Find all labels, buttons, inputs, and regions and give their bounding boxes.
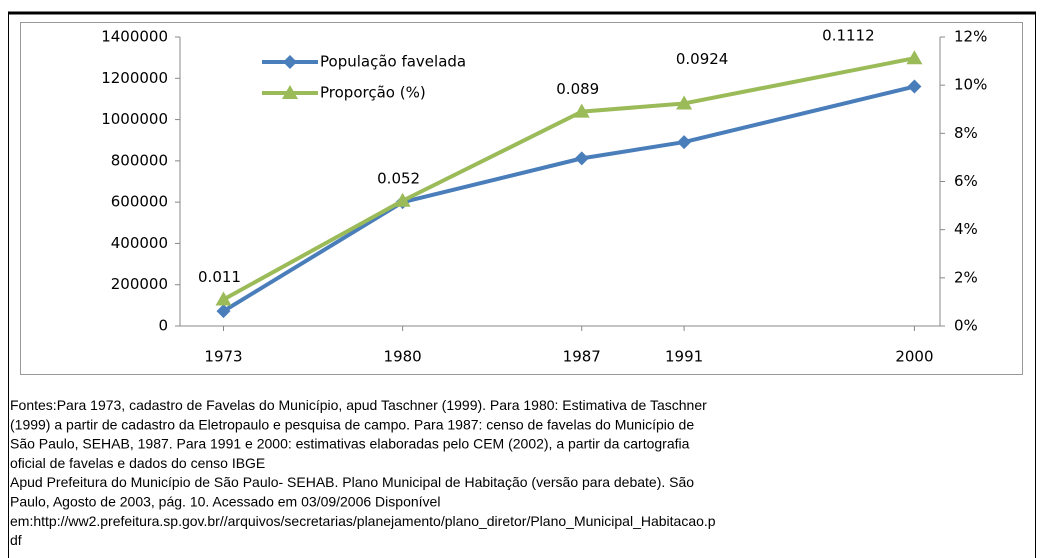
y-tick-label: 200000 xyxy=(111,275,168,293)
point xyxy=(216,304,231,319)
caption: Fontes:Para 1973, cadastro de Favelas do… xyxy=(10,397,716,548)
point xyxy=(906,50,923,65)
y2-tick-label: 0% xyxy=(954,317,978,335)
y-tick-label: 600000 xyxy=(111,193,168,211)
caption-line: Paulo, Agosto de 2003, pág. 10. Acessado… xyxy=(10,494,440,510)
y2-tick-label: 12% xyxy=(954,28,987,46)
y2-tick-label: 4% xyxy=(954,220,978,238)
x-tick-label: 2000 xyxy=(895,348,933,366)
point xyxy=(394,192,411,207)
x-tick-label: 1980 xyxy=(384,348,422,366)
y-tick-label: 0 xyxy=(158,317,168,335)
data-label: 0.089 xyxy=(556,80,599,98)
caption-line: Fontes:Para 1973, cadastro de Favelas do… xyxy=(10,397,707,413)
legend-label: População favelada xyxy=(320,53,466,71)
caption-line: Apud Prefeitura do Município de São Paul… xyxy=(10,474,694,490)
y2-tick-label: 10% xyxy=(954,76,987,94)
data-label: 0.052 xyxy=(377,169,420,187)
caption-line: São Paulo, SEHAB, 1987. Para 1991 e 2000… xyxy=(10,436,690,452)
legend-label: Proporção (%) xyxy=(320,84,426,102)
point xyxy=(574,151,589,166)
y-tick-label: 1400000 xyxy=(101,28,168,46)
x-tick-label: 1987 xyxy=(563,348,601,366)
data-label: 0.011 xyxy=(198,268,241,286)
data-label: 0.0924 xyxy=(676,50,729,68)
point xyxy=(215,291,232,306)
y-tick-label: 800000 xyxy=(111,151,168,169)
y2-tick-label: 6% xyxy=(954,172,978,190)
y2-tick-label: 2% xyxy=(954,268,978,286)
caption-line: (1999) a partir de cadastro da Eletropau… xyxy=(10,416,694,432)
caption-line: oficial de favelas e dados do censo IBGE xyxy=(10,455,265,471)
y-tick-label: 1000000 xyxy=(101,110,168,128)
y-tick-label: 400000 xyxy=(111,234,168,252)
point xyxy=(676,95,693,110)
point xyxy=(907,79,922,94)
x-tick-label: 1991 xyxy=(665,348,703,366)
chart-area xyxy=(20,22,1023,375)
y-tick-label: 1200000 xyxy=(101,69,168,87)
data-label: 0.1112 xyxy=(822,27,875,45)
y2-tick-label: 8% xyxy=(954,124,978,142)
legend-marker xyxy=(282,85,298,99)
caption-line: em:http://ww2.prefeitura.sp.gov.br//arqu… xyxy=(10,513,716,529)
point xyxy=(677,135,692,150)
legend-marker xyxy=(283,55,297,69)
point xyxy=(573,103,590,118)
caption-line: df xyxy=(10,532,22,548)
x-tick-label: 1973 xyxy=(204,348,242,366)
